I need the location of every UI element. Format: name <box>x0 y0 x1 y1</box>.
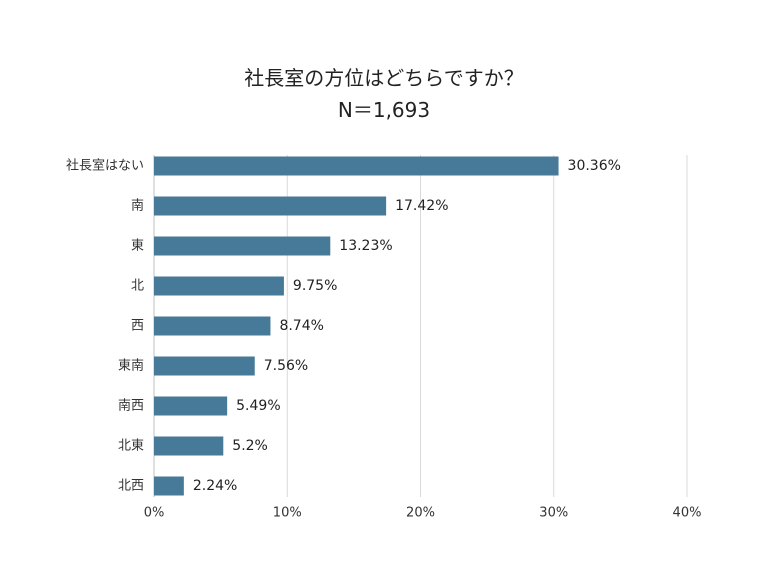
bar <box>154 156 559 176</box>
x-tick-label: 30% <box>539 506 568 521</box>
bars <box>154 156 559 496</box>
bar <box>154 236 331 256</box>
value-label: 2.24% <box>193 478 237 494</box>
category-label: 南 <box>131 198 144 214</box>
chart-subtitle: N＝1,693 <box>337 98 431 122</box>
bar <box>154 316 271 336</box>
x-tick-label: 10% <box>273 506 302 521</box>
bar <box>154 276 284 296</box>
bar <box>154 396 228 416</box>
bar <box>154 476 184 496</box>
bar <box>154 436 224 456</box>
category-label: 東 <box>131 238 144 254</box>
bar <box>154 196 387 216</box>
category-label: 南西 <box>118 398 144 414</box>
value-label: 8.74% <box>279 318 323 334</box>
value-label: 9.75% <box>293 278 337 294</box>
category-label: 北西 <box>118 479 144 494</box>
x-tick-label: 40% <box>673 506 702 521</box>
value-label: 13.23% <box>339 238 392 254</box>
value-labels: 30.36% 17.42% 13.23% 9.75% 8.74% 7.56% 5.49% 5.… <box>193 158 621 494</box>
chart-title-block: 社長室の方位はどちらですか？ N＝1,693 <box>0 62 768 126</box>
category-label: 北 <box>131 279 144 294</box>
category-label: 西 <box>131 319 144 334</box>
value-label: 30.36% <box>568 158 621 174</box>
x-tick-label: 0% <box>144 506 165 521</box>
category-label: 社長室はない <box>66 158 144 174</box>
bar <box>154 356 255 376</box>
x-tick-labels: 0% 10% 20% 30% 40% <box>144 506 702 521</box>
chart-title: 社長室の方位はどちらですか？ <box>244 66 524 90</box>
category-label: 東南 <box>118 358 144 374</box>
value-label: 17.42% <box>395 198 448 214</box>
x-tick-label: 20% <box>406 506 435 521</box>
value-label: 5.2% <box>232 438 268 454</box>
value-label: 7.56% <box>264 358 308 374</box>
category-label: 北東 <box>118 438 144 454</box>
value-label: 5.49% <box>236 398 280 414</box>
